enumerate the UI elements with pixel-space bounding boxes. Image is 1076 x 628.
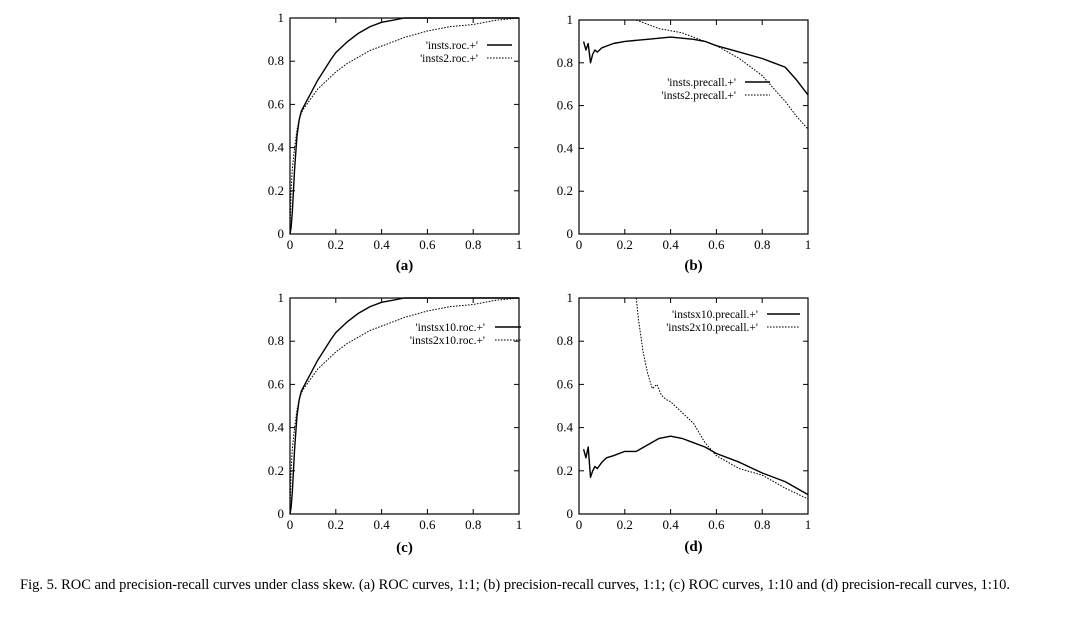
chart-panel-1: 0 0.2 0.4 0.6 0.8 1 0 0.2 0.4 0.6 0.8 1 'insts.roc.+… xyxy=(268,10,523,274)
panel-label: (b) xyxy=(684,258,702,274)
y-tick-label: 0.8 xyxy=(268,53,284,68)
series-line-1 xyxy=(582,435,809,496)
x-tick-label: 0.8 xyxy=(465,237,481,252)
legend-label: 'instsx10.roc.+' xyxy=(416,322,485,334)
x-tick-label: 0.6 xyxy=(419,237,436,252)
y-tick-label: 0.8 xyxy=(557,333,573,348)
legend-label: 'insts2x10.precall.+' xyxy=(666,322,758,334)
y-tick-label: 0.2 xyxy=(268,183,284,198)
legend-label: 'insts2x10.roc.+' xyxy=(410,335,485,347)
y-tick-label: 0.4 xyxy=(268,140,285,155)
y-tick-label: 0 xyxy=(567,506,574,521)
x-tick-label: 0.8 xyxy=(754,517,770,532)
y-tick-label: 0.8 xyxy=(557,55,573,70)
chart-panel-3: 0 0.2 0.4 0.6 0.8 1 0 0.2 0.4 0.6 0.8 1 'instsx10.ro… xyxy=(268,290,523,556)
figure-caption: Fig. 5. ROC and precision-recall curves … xyxy=(20,577,1010,593)
x-tick-label: 0.2 xyxy=(328,237,344,252)
chart-panel-4: 0 0.2 0.4 0.6 0.8 1 0 0.2 0.4 0.6 0.8 1 'instsx10.pr… xyxy=(557,290,812,555)
y-tick-label: 1 xyxy=(567,290,574,305)
x-tick-label: 0.4 xyxy=(662,517,679,532)
x-tick-label: 0.8 xyxy=(465,517,481,532)
x-tick-label: 0.8 xyxy=(754,237,770,252)
series-line-2 xyxy=(289,17,520,235)
y-tick-label: 0.2 xyxy=(557,183,573,198)
x-tick-label: 1 xyxy=(516,237,523,252)
series-line-1 xyxy=(289,17,519,235)
y-tick-label: 1 xyxy=(278,10,285,25)
y-tick-label: 0.4 xyxy=(557,420,574,435)
x-tick-label: 0.6 xyxy=(708,517,725,532)
panel-label: (d) xyxy=(684,539,702,555)
x-tick-label: 0.4 xyxy=(373,517,390,532)
x-tick-label: 1 xyxy=(805,237,812,252)
y-tick-label: 0.2 xyxy=(268,463,284,478)
x-tick-label: 0.4 xyxy=(373,237,390,252)
y-tick-label: 0.6 xyxy=(557,98,574,113)
plot-frame xyxy=(578,19,809,235)
y-tick-label: 1 xyxy=(567,12,574,27)
x-tick-label: 0.2 xyxy=(328,517,344,532)
x-tick-label: 0.6 xyxy=(419,517,436,532)
y-tick-label: 0.2 xyxy=(557,463,573,478)
plot-frame xyxy=(289,17,520,235)
legend-label: 'insts2.precall.+' xyxy=(661,90,736,102)
y-tick-label: 1 xyxy=(278,290,285,305)
y-tick-label: 0.8 xyxy=(268,333,284,348)
series-line-2 xyxy=(635,297,809,500)
legend-label: 'instsx10.precall.+' xyxy=(672,309,758,321)
legend-label: 'insts.precall.+' xyxy=(667,77,736,89)
x-tick-label: 0 xyxy=(576,517,583,532)
legend-label: 'insts.roc.+' xyxy=(426,40,478,52)
x-tick-label: 0.4 xyxy=(662,237,679,252)
y-tick-label: 0 xyxy=(278,226,285,241)
x-tick-label: 0.6 xyxy=(708,237,725,252)
x-tick-label: 0.2 xyxy=(617,517,633,532)
x-tick-label: 0 xyxy=(287,517,294,532)
chart-panel-2: 0 0.2 0.4 0.6 0.8 1 0 0.2 0.4 0.6 0.8 1 'insts.preca… xyxy=(557,12,812,274)
y-tick-label: 0 xyxy=(567,226,574,241)
series-line-1 xyxy=(582,36,809,96)
y-tick-label: 0.6 xyxy=(268,96,285,111)
x-tick-label: 1 xyxy=(516,517,523,532)
legend-label: 'insts2.roc.+' xyxy=(420,53,478,65)
panel-label: (a) xyxy=(396,258,414,274)
x-tick-label: 0 xyxy=(287,237,294,252)
y-tick-label: 0.4 xyxy=(268,420,285,435)
series-line-2 xyxy=(289,297,520,515)
series-line-2 xyxy=(636,19,809,130)
x-tick-label: 1 xyxy=(805,517,812,532)
y-tick-label: 0.6 xyxy=(557,376,574,391)
plot-frame xyxy=(578,297,809,515)
series-line-1 xyxy=(289,297,519,515)
y-tick-label: 0.4 xyxy=(557,140,574,155)
x-tick-label: 0 xyxy=(576,237,583,252)
x-tick-label: 0.2 xyxy=(617,237,633,252)
panel-label: (c) xyxy=(396,540,413,556)
y-tick-label: 0 xyxy=(278,506,285,521)
y-tick-label: 0.6 xyxy=(268,376,285,391)
